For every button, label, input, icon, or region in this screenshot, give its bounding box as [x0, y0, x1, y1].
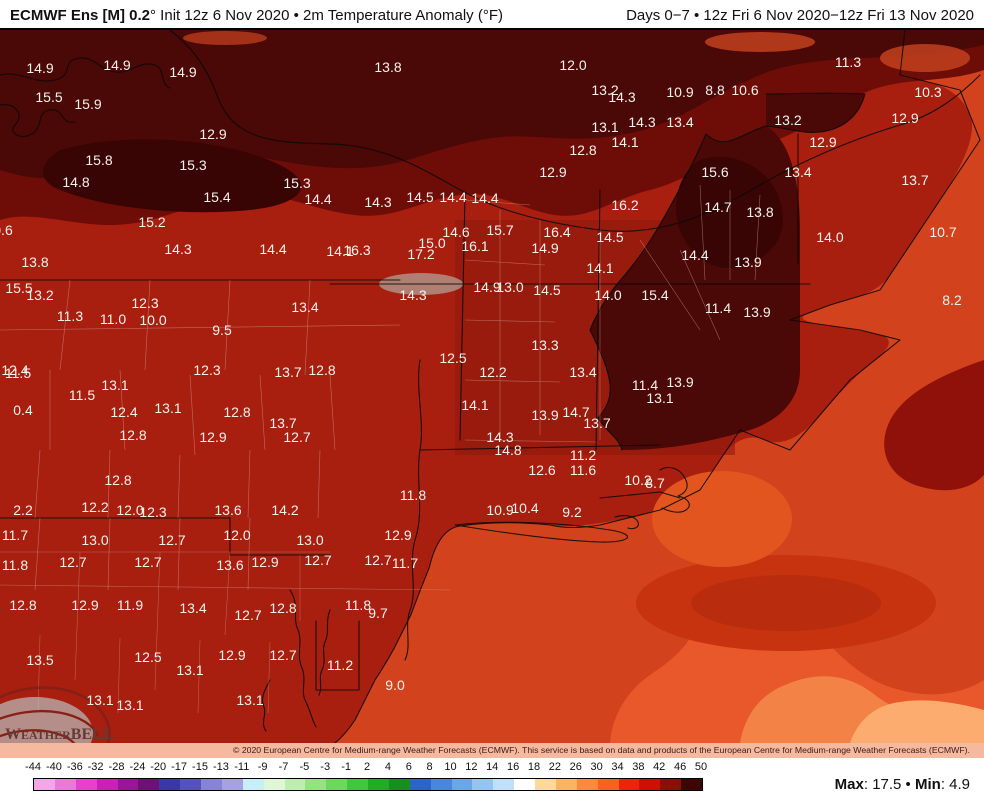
svg-text:WEATHERBELL: WEATHERBELL — [5, 726, 113, 743]
